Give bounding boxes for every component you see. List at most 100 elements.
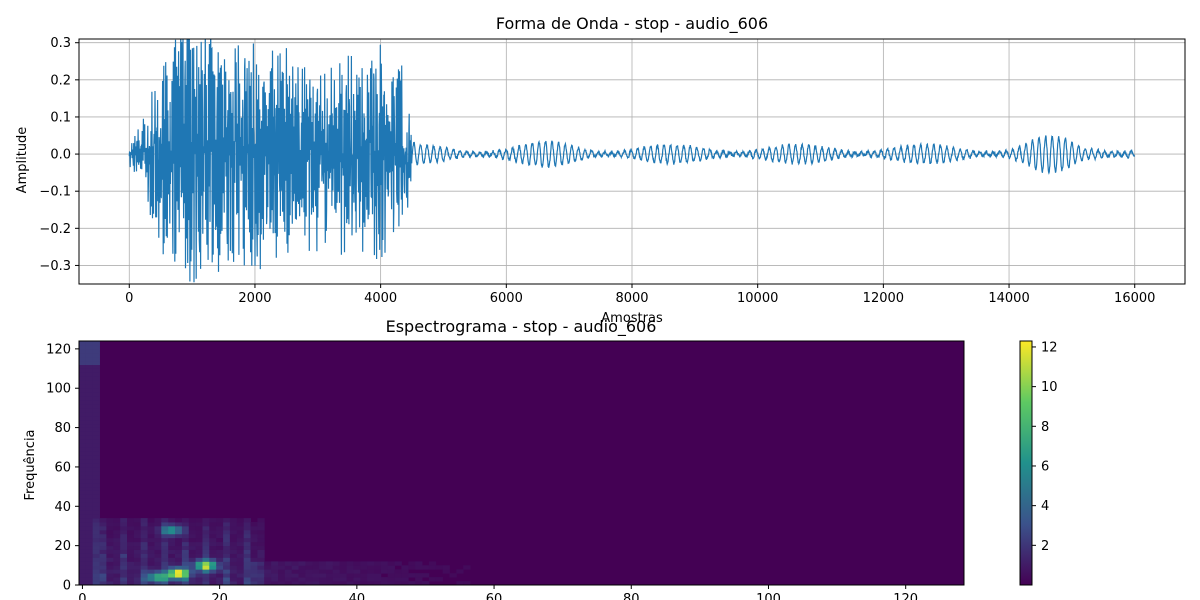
spectrogram-cell	[85, 478, 94, 484]
spectrogram-cell	[147, 565, 155, 570]
spectrogram-cell	[92, 364, 100, 369]
waveform-x-axis-label: Amostras	[601, 311, 663, 326]
spectrogram-cell	[250, 529, 258, 535]
spectrogram-cell	[79, 368, 87, 373]
spectrogram-cell	[284, 565, 293, 570]
spectrogram-cell	[161, 565, 169, 570]
spectrogram-cell	[85, 553, 94, 558]
waveform-x-tick-label: 10000	[737, 291, 778, 306]
spectrogram-cell	[250, 545, 258, 550]
spectrogram-cell	[154, 569, 162, 574]
waveform-y-tick-label: −0.3	[39, 259, 71, 274]
colorbar-ticks: 2 4 6 8 10 12	[1032, 340, 1058, 554]
spectrogram-cell	[133, 573, 142, 578]
spectrogram-cell	[133, 577, 142, 582]
spectrogram-cell	[92, 553, 100, 558]
spectrogram-cell	[374, 569, 382, 574]
spectrogram-cell	[209, 522, 217, 527]
spectrogram-cell	[85, 356, 94, 362]
spectrogram-cell	[127, 529, 135, 535]
spectrogram-cell	[85, 435, 94, 440]
spectrogram-cell	[85, 388, 94, 393]
spectrogram-cell	[243, 549, 251, 554]
spectrogram-cell	[175, 549, 183, 554]
spectrogram-cell	[195, 529, 203, 535]
spectrogram-cell	[85, 470, 94, 476]
spectrogram-cell	[106, 533, 114, 539]
spectrogram-cell	[326, 581, 334, 586]
colorbar-tick-label: 8	[1041, 420, 1049, 435]
spectrogram-cell	[85, 376, 94, 381]
spectrogram-cell	[127, 522, 135, 527]
spectrogram-axes: 0 20 40 60 80 100 120 0 20 40 60 80 100 120 Espectro…	[23, 317, 965, 600]
spectrogram-cell	[250, 557, 258, 562]
spectrogram-cell	[380, 565, 389, 570]
spectrogram-cell	[133, 565, 142, 570]
spectrogram-cell	[79, 396, 87, 401]
spectrogram-cell	[236, 561, 245, 566]
spectrogram-cell	[140, 565, 148, 570]
spectrogram-cell	[374, 573, 382, 578]
spectrogram-cell	[449, 573, 457, 578]
spectrogram-cell	[223, 557, 231, 562]
spectrogram-cell	[236, 553, 245, 558]
spectrogram-cell	[271, 565, 279, 570]
spectrogram-cell	[120, 533, 128, 539]
spectrogram-cell	[236, 577, 245, 582]
spectrogram-cell	[85, 404, 94, 409]
spectrogram-cell	[99, 573, 107, 578]
spectrogram-cell	[154, 529, 162, 535]
spectrogram-cell	[374, 581, 382, 586]
spectrogram-cell	[229, 541, 238, 547]
spectrogram-cell	[257, 529, 265, 535]
spectrogram-cell	[168, 549, 176, 554]
spectrogram-cell	[394, 569, 402, 574]
spectrogram-cell	[401, 581, 409, 586]
spectrogram-cell	[339, 561, 347, 566]
spectrogram-cell	[92, 482, 100, 488]
spectrogram-cell	[236, 522, 245, 527]
spectrogram-cell	[85, 396, 94, 401]
spectrogram-cell	[175, 545, 183, 550]
spectrogram-cell	[113, 533, 121, 539]
spectrogram-cell	[243, 518, 251, 523]
spectrogram-cell	[168, 518, 176, 523]
spectrogram-cell	[92, 356, 100, 362]
spectrogram-cell	[161, 569, 169, 574]
spectrogram-cell	[236, 569, 245, 574]
spectrogram-cell	[175, 518, 183, 523]
spectrogram-cell	[154, 577, 162, 582]
spectrogram-cell	[181, 541, 190, 547]
spectrogram-cell	[127, 553, 135, 558]
spectrogram-cell	[278, 577, 286, 582]
spectrogram-cell	[374, 565, 382, 570]
spectrogram-cell	[99, 529, 107, 535]
spectrogram-cell	[79, 376, 87, 381]
spectrogram-cell	[175, 573, 183, 578]
spectrogram-cell	[380, 561, 389, 566]
spectrogram-cell	[147, 545, 155, 550]
spectrogram-cell	[133, 529, 142, 535]
spectrogram-cell	[216, 529, 224, 535]
spectrogram-cell	[79, 541, 87, 547]
spectrogram-cell	[428, 577, 437, 582]
spectrogram-cell	[257, 526, 265, 531]
spectrogram-cell	[353, 561, 361, 566]
spectrogram-cell	[168, 537, 176, 543]
spectrogram-cell	[236, 545, 245, 550]
spectrogram-cell	[250, 541, 258, 547]
spectrogram-cell	[250, 526, 258, 531]
spectrogram-cell	[79, 474, 87, 480]
spectrogram-cell	[188, 569, 197, 574]
spectrogram-cell	[243, 573, 251, 578]
spectrogram-cell	[181, 529, 190, 535]
spectrogram-cell	[216, 569, 224, 574]
spectrogram-cell	[195, 565, 203, 570]
spectrogram-cell	[188, 541, 197, 547]
spectrogram-cell	[353, 573, 361, 578]
spectrogram-cell	[92, 541, 100, 547]
spectrogram-cell	[92, 549, 100, 554]
spectrogram-cell	[422, 573, 430, 578]
spectrogram-cell	[243, 533, 251, 539]
